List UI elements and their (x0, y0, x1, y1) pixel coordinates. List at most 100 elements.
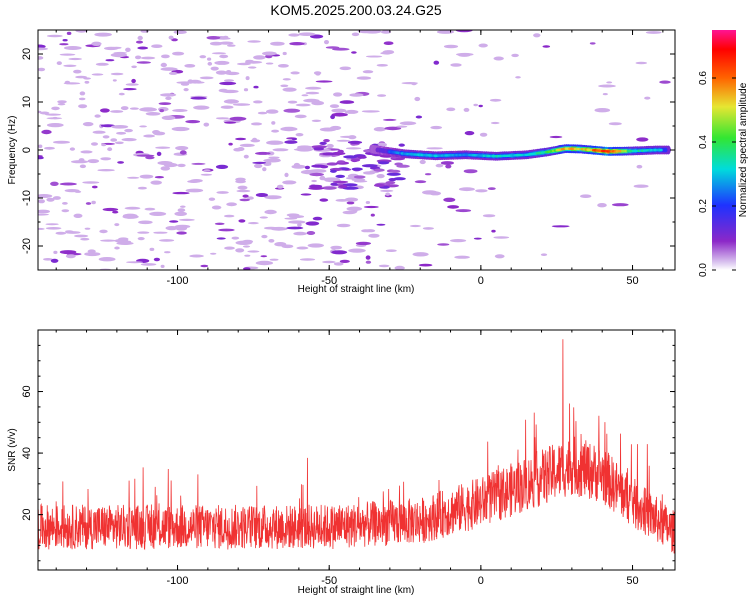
spectrogram-noise-cell (107, 147, 113, 152)
spectrogram-noise-cell (281, 244, 294, 249)
spectrogram-noise-cell (370, 213, 375, 217)
spectrogram-noise-cell (393, 177, 406, 181)
spectrogram-noise-cell (243, 88, 249, 92)
spectrogram-noise-cell (153, 257, 160, 262)
spectrogram-noise-cell (293, 162, 300, 168)
spectrogram-noise-cell (298, 32, 316, 36)
spectrogram-noise-cell (332, 47, 350, 51)
spectrogram-noise-cell (473, 103, 479, 107)
spectrogram-noise-cell (171, 126, 190, 132)
spectrogram-noise-cell (252, 100, 263, 104)
spectrogram-noise-cell (362, 70, 374, 74)
spectrogram-noise-cell (266, 158, 281, 162)
spectrogram-noise-cell (124, 206, 141, 210)
spectrogram-noise-cell (282, 180, 297, 185)
spectrogram-noise-cell (487, 187, 496, 191)
spectrogram-noise-cell (267, 151, 275, 156)
spectrogram-noise-cell (112, 79, 117, 82)
spectrogram-noise-cell (252, 161, 268, 164)
spectrogram-noise-cell (140, 263, 157, 266)
spectrogram-noise-cell (309, 184, 323, 188)
spectrogram-noise-cell (263, 226, 278, 230)
spectrogram-noise-cell (475, 189, 488, 193)
spectrogram-noise-cell (398, 143, 405, 147)
spectrogram-y-axis-label: Frequency (Hz) (7, 116, 18, 185)
spectrogram-noise-cell (114, 246, 120, 250)
spectrogram-noise-layer (38, 30, 671, 270)
spectrogram-noise-cell (143, 134, 156, 138)
spectrogram-noise-cell (238, 219, 246, 223)
spectrogram-noise-cell (284, 172, 289, 178)
spectrogram-noise-cell (380, 30, 392, 34)
spectrogram-noise-cell (100, 108, 110, 113)
spectrogram-noise-cell (412, 252, 429, 257)
spectrogram-noise-cell (313, 71, 322, 75)
spectrogram-noise-cell (38, 67, 46, 72)
spectrogram-noise-cell (39, 111, 50, 115)
spectrogram-noise-cell (376, 64, 388, 67)
snr-series-line (38, 339, 675, 554)
spectrogram-noise-cell (52, 196, 61, 200)
spectrogram-noise-cell (73, 69, 82, 74)
spectrogram-noise-cell (386, 172, 401, 176)
spectrogram-noise-cell (185, 120, 201, 124)
spectrogram-noise-cell (154, 176, 164, 179)
spectrogram-noise-cell (200, 173, 213, 176)
spectrogram-noise-cell (210, 66, 219, 71)
spectrogram-noise-cell (594, 108, 611, 113)
spectrogram-noise-cell (430, 125, 443, 130)
spectrogram-noise-cell (84, 227, 91, 230)
x-tick-label: -50 (321, 275, 337, 287)
spectrogram-noise-cell (284, 217, 298, 220)
y-tick-label: 20 (21, 508, 33, 520)
spectrogram-noise-cell (136, 154, 155, 157)
spectrogram-noise-cell (255, 193, 268, 197)
spectrogram-noise-cell (349, 93, 364, 97)
spectrogram-noise-cell (160, 264, 165, 268)
spectrogram-noise-cell (346, 206, 363, 211)
x-tick-label: -50 (321, 575, 337, 587)
spectrogram-noise-cell (231, 236, 240, 240)
spectrogram-noise-cell (125, 83, 139, 86)
spectrogram-noise-cell (144, 207, 156, 211)
spectrogram-noise-cell (175, 226, 188, 231)
spectrogram-noise-cell (227, 44, 236, 47)
y-tick-label: 40 (21, 447, 33, 459)
spectrogram-noise-cell (350, 158, 361, 162)
spectrogram-noise-cell (345, 147, 362, 150)
spectrogram-noise-cell (463, 169, 478, 174)
spectrogram-noise-cell (602, 93, 608, 96)
y-tick-label: 0 (21, 147, 33, 153)
spectrogram-noise-cell (315, 80, 333, 83)
spectrogram-noise-cell (511, 53, 519, 58)
spectrogram-noise-cell (78, 97, 86, 101)
spectrogram-noise-cell (383, 41, 394, 45)
spectrogram-noise-cell (46, 34, 63, 38)
spectrogram-noise-cell (161, 115, 176, 121)
spectrogram-noise-cell (235, 180, 247, 184)
spectrogram-noise-cell (333, 92, 343, 97)
spectrogram-noise-cell (80, 150, 93, 154)
spectrogram-noise-cell (38, 199, 45, 204)
spectrogram-noise-cell (237, 62, 251, 66)
spectrogram-noise-cell (253, 55, 266, 60)
spectrogram-noise-cell (433, 60, 440, 65)
spectrogram-noise-cell (82, 122, 94, 127)
spectrogram-noise-cell (51, 106, 60, 111)
spectrogram-noise-cell (153, 231, 168, 234)
spectrogram-noise-cell (78, 104, 88, 109)
spectrogram-noise-cell (493, 56, 504, 61)
spectrogram-noise-cell (295, 103, 311, 107)
spectrogram-noise-cell (244, 254, 251, 257)
colorbar-ticks: 0.0 0.2 0.4 0.6 (698, 71, 736, 277)
spectrogram-noise-cell (301, 94, 309, 97)
spectrogram-noise-cell (59, 43, 69, 46)
spectrogram-noise-cell (331, 108, 347, 113)
spectrogram-noise-cell (168, 71, 178, 75)
spectrogram-noise-cell (80, 237, 90, 241)
spectrogram-noise-cell (411, 82, 417, 86)
spectrogram-noise-cell (100, 157, 112, 161)
spectrogram-noise-cell (365, 260, 372, 264)
spectrogram-noise-cell (84, 80, 90, 84)
